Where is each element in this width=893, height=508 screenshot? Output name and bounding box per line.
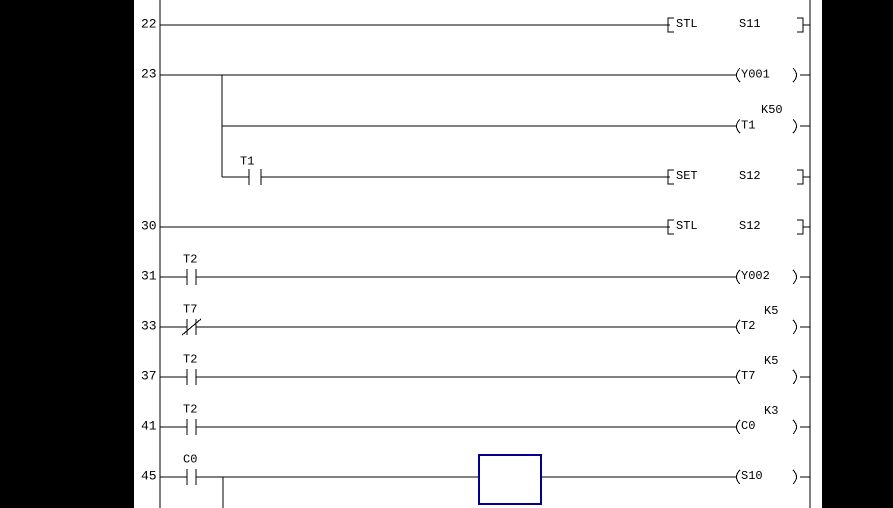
svg-text:45: 45 [141, 469, 157, 484]
svg-text:S12: S12 [739, 169, 761, 183]
svg-text:T1: T1 [240, 154, 254, 168]
svg-text:41: 41 [141, 419, 157, 434]
svg-text:K5: K5 [764, 304, 778, 318]
svg-text:S12: S12 [739, 219, 761, 233]
svg-text:22: 22 [141, 17, 157, 32]
svg-text:T2: T2 [183, 353, 197, 367]
svg-text:T2: T2 [741, 319, 755, 333]
svg-text:STL: STL [676, 219, 698, 233]
svg-text:S10: S10 [741, 469, 763, 483]
svg-text:Y002: Y002 [741, 269, 770, 283]
svg-text:T7: T7 [741, 369, 755, 383]
svg-text:33: 33 [141, 319, 157, 334]
svg-text:Y001: Y001 [741, 67, 770, 81]
svg-text:T7: T7 [183, 303, 197, 317]
svg-text:37: 37 [141, 369, 157, 384]
svg-text:K50: K50 [761, 103, 783, 117]
svg-text:23: 23 [141, 67, 157, 82]
svg-text:T1: T1 [741, 118, 755, 132]
svg-text:S11: S11 [739, 17, 761, 31]
svg-text:T2: T2 [183, 253, 197, 267]
svg-text:K5: K5 [764, 354, 778, 368]
svg-text:30: 30 [141, 219, 157, 234]
svg-text:C0: C0 [183, 453, 197, 467]
svg-text:STL: STL [676, 17, 698, 31]
svg-text:T2: T2 [183, 403, 197, 417]
svg-text:SET: SET [676, 169, 698, 183]
svg-text:31: 31 [141, 269, 157, 284]
svg-text:K3: K3 [764, 404, 778, 418]
svg-text:C0: C0 [741, 419, 755, 433]
